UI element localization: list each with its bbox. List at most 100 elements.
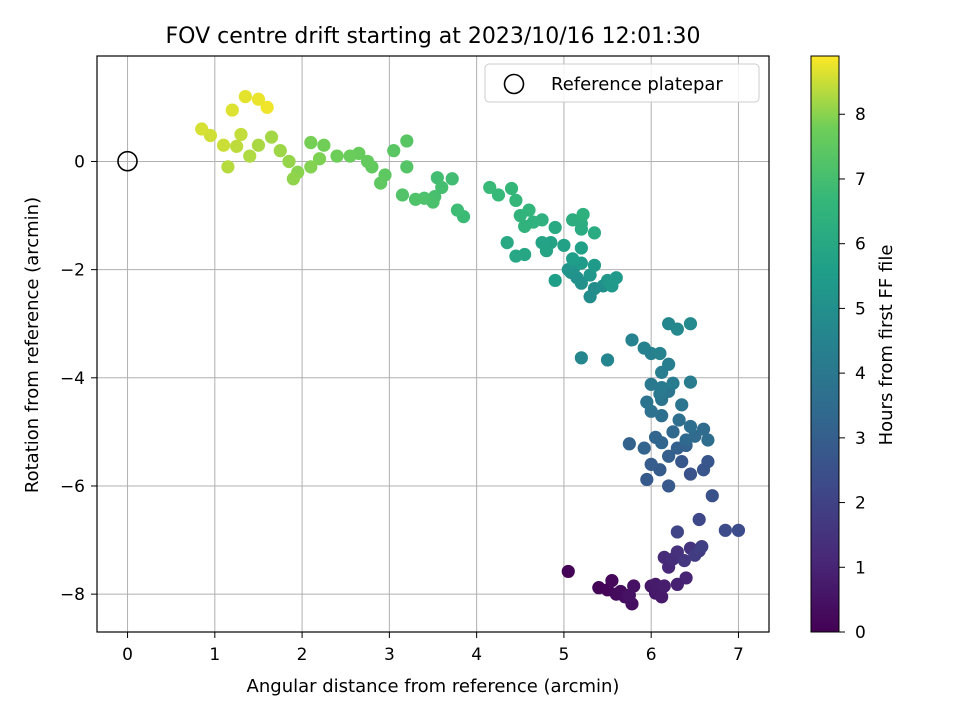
data-point — [705, 489, 719, 503]
data-point — [622, 437, 636, 451]
data-point — [450, 203, 465, 217]
data-point — [238, 89, 252, 104]
x-tick-label: 5 — [558, 645, 569, 665]
x-tick-label: 4 — [471, 645, 482, 665]
data-point — [655, 409, 669, 423]
data-point — [561, 263, 575, 277]
data-point — [679, 571, 693, 585]
x-tick-label: 1 — [209, 645, 220, 665]
data-point — [234, 127, 248, 142]
data-point — [675, 455, 689, 469]
data-point — [509, 249, 523, 263]
data-point — [230, 139, 244, 153]
y-ticks: 0 −2 −4 −6 −8 — [60, 152, 97, 605]
data-point — [574, 351, 588, 365]
data-point — [718, 523, 732, 537]
data-point — [500, 235, 514, 250]
data-point — [260, 100, 274, 114]
plot-frame — [96, 55, 770, 633]
data-point — [675, 398, 689, 412]
data-point — [216, 138, 231, 152]
data-point — [282, 154, 296, 169]
data-point — [400, 160, 414, 174]
data-point — [273, 144, 287, 158]
colorbar-tick-label: 2 — [855, 494, 866, 514]
colorbar-tick-label: 1 — [855, 558, 866, 578]
data-point — [264, 130, 279, 144]
data-point — [286, 172, 300, 186]
data-point — [670, 525, 684, 539]
data-point — [504, 181, 519, 196]
data-point — [343, 149, 357, 163]
data-point — [637, 341, 651, 355]
data-point — [576, 207, 590, 222]
colorbar-tick-label: 0 — [855, 623, 866, 643]
data-point — [640, 395, 654, 409]
data-point — [304, 135, 318, 150]
data-point — [600, 353, 615, 367]
data-point — [243, 149, 257, 163]
data-point — [408, 192, 423, 206]
x-tick-label: 6 — [646, 645, 657, 665]
data-point — [666, 376, 680, 390]
data-point — [400, 134, 414, 148]
data-point — [683, 375, 698, 389]
y-tick-label: 0 — [74, 152, 85, 172]
data-point — [677, 554, 691, 568]
data-point — [696, 422, 711, 436]
legend-label: Reference platepar — [551, 74, 723, 95]
y-tick-label: −6 — [60, 477, 85, 497]
colorbar-tick-label: 4 — [855, 364, 866, 384]
data-point — [683, 317, 698, 331]
data-point — [695, 539, 709, 554]
data-point — [374, 176, 388, 190]
data-point — [644, 457, 658, 471]
data-point — [655, 590, 669, 604]
data-point — [195, 122, 209, 136]
data-point — [662, 479, 676, 493]
data-point — [653, 346, 667, 361]
data-point — [662, 449, 676, 463]
data-point — [251, 92, 266, 106]
data-point — [330, 149, 344, 163]
data-point — [625, 333, 639, 347]
colorbar-ticks: 0 1 2 3 4 5 6 7 8 — [839, 105, 866, 643]
colorbar-label: Hours from first FF file — [876, 245, 897, 446]
data-point — [701, 455, 715, 469]
y-tick-label: −2 — [60, 261, 85, 281]
data-point — [491, 188, 506, 202]
data-point — [605, 574, 619, 588]
data-point — [655, 380, 669, 395]
y-axis-label: Rotation from reference (arcmin) — [22, 197, 43, 493]
colorbar-tick-label: 6 — [855, 235, 866, 255]
data-point — [672, 413, 686, 427]
data-point — [701, 433, 715, 447]
data-point — [225, 103, 239, 117]
data-point — [395, 188, 410, 202]
colorbar-tick-label: 3 — [855, 429, 866, 449]
colorbar — [810, 55, 840, 633]
legend-box — [484, 63, 760, 103]
x-axis-label: Angular distance from reference (arcmin) — [247, 676, 620, 697]
data-point — [522, 203, 536, 217]
data-point — [566, 252, 580, 266]
data-point — [548, 220, 562, 235]
data-point — [312, 152, 327, 166]
data-point — [683, 419, 698, 434]
y-tick-label: −8 — [60, 585, 85, 605]
data-point — [622, 588, 636, 602]
data-point — [683, 467, 698, 481]
data-point — [657, 579, 671, 593]
data-point — [304, 160, 318, 174]
data-point — [666, 425, 680, 439]
data-point — [387, 144, 401, 158]
data-point — [221, 160, 235, 174]
data-point — [662, 357, 676, 371]
data-point — [445, 172, 459, 186]
data-point — [539, 244, 554, 258]
data-point — [561, 564, 575, 579]
data-point — [637, 441, 651, 455]
data-point — [557, 238, 571, 252]
data-point — [655, 436, 669, 450]
data-point — [692, 512, 706, 527]
